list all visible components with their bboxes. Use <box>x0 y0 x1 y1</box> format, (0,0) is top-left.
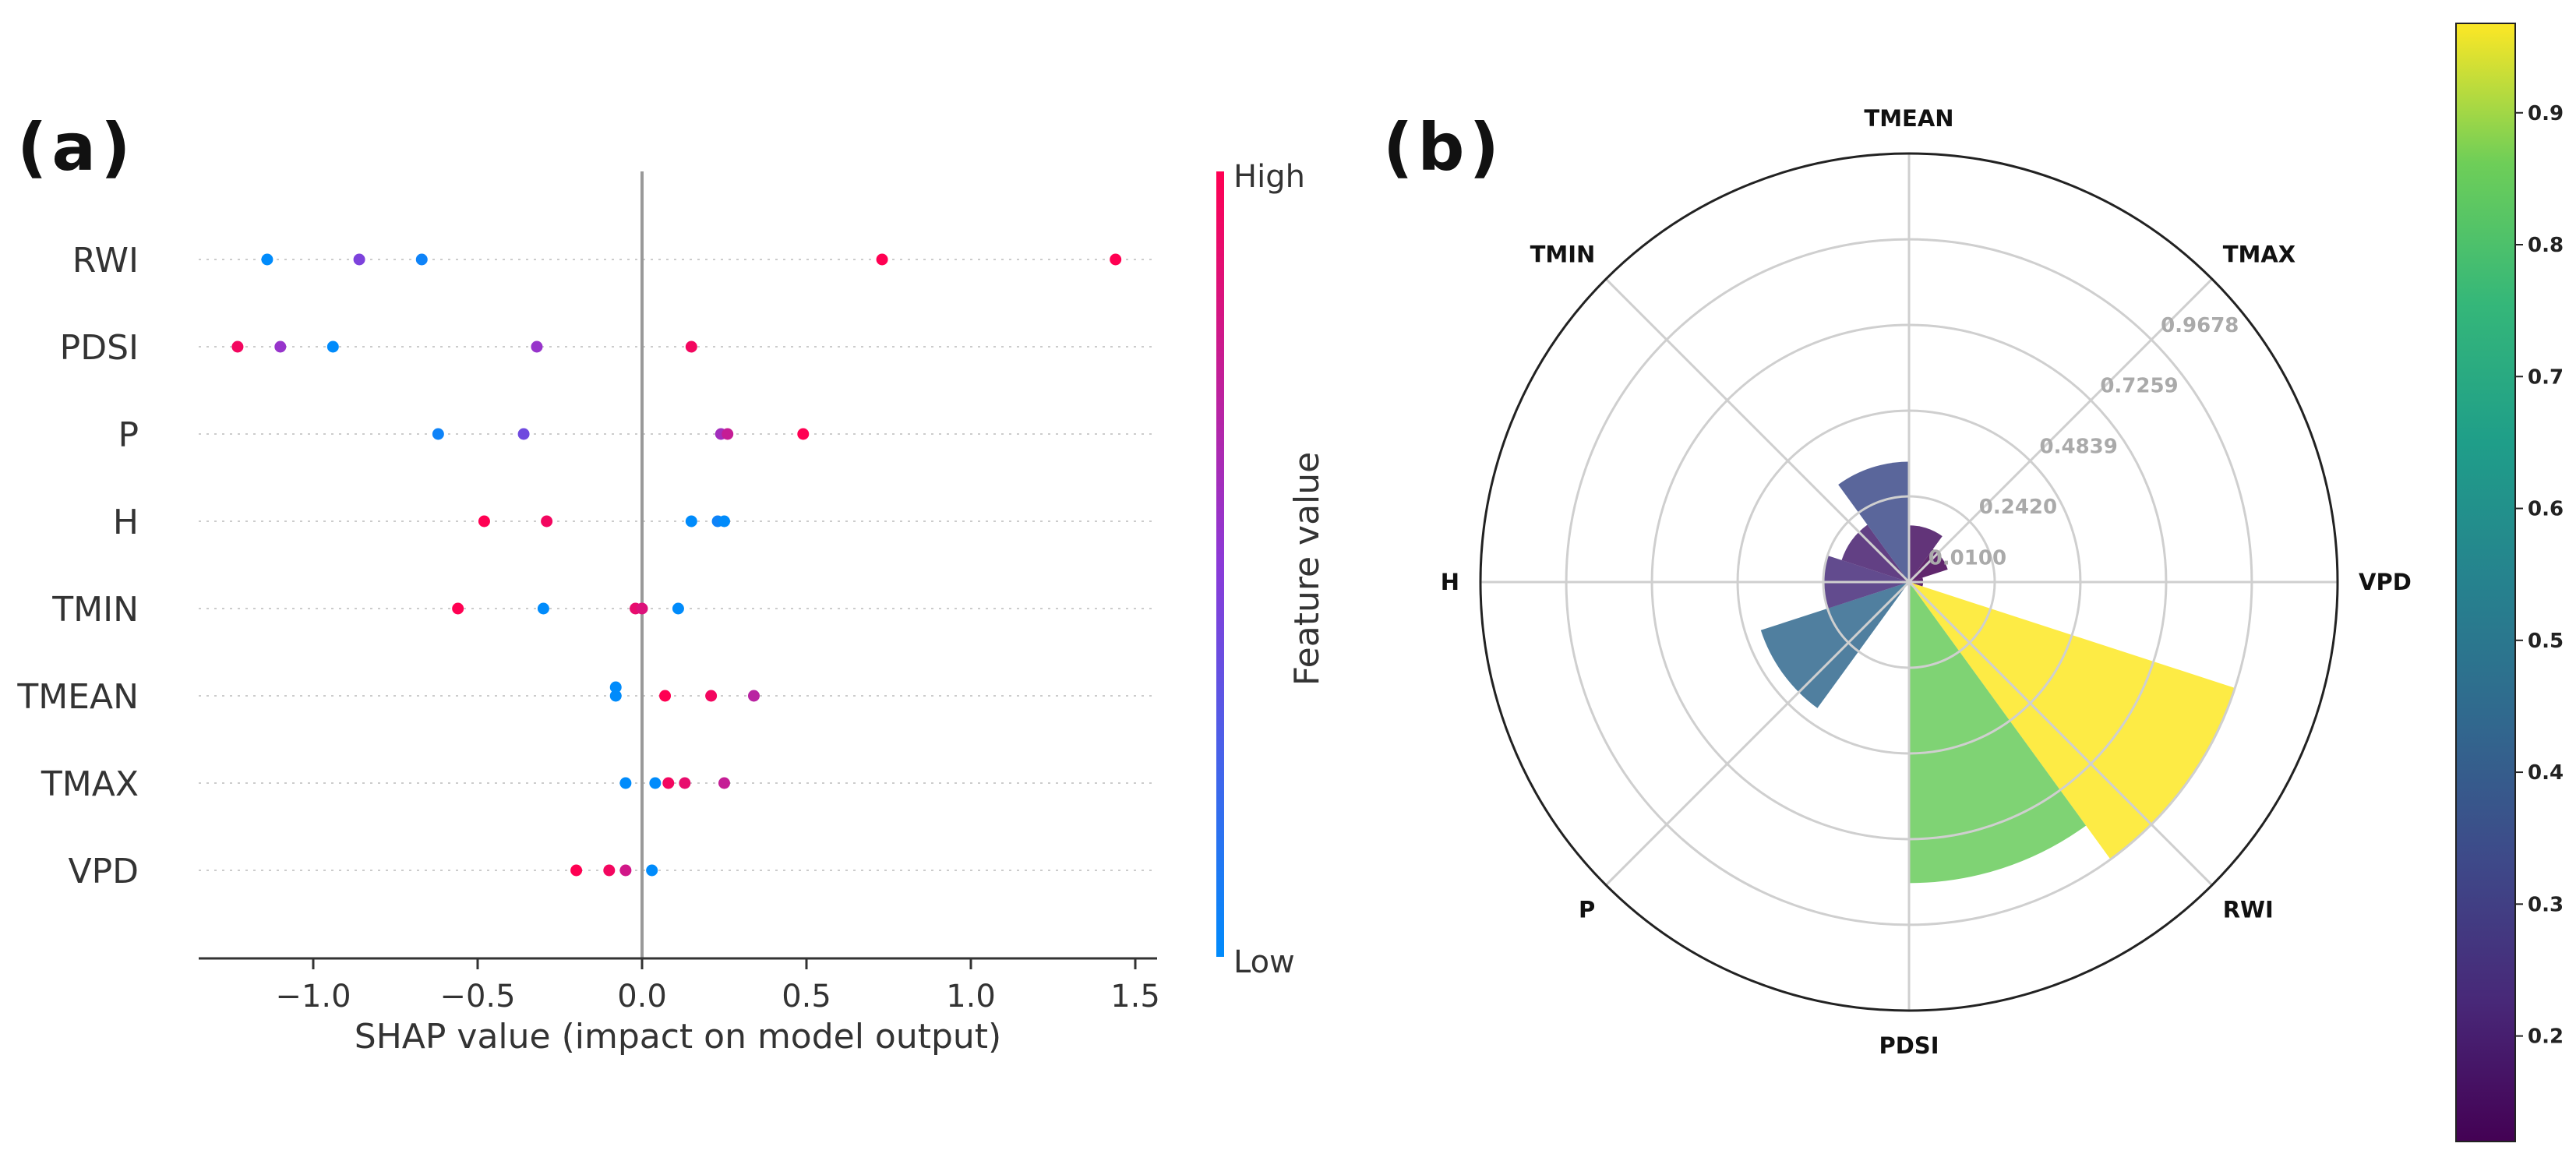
colorbar-tick-label: 0.2 <box>2528 1025 2564 1049</box>
shap-point-tmax <box>649 777 662 789</box>
angle-label-p: P <box>1579 897 1595 923</box>
polar-bar-tmean <box>1909 525 1943 582</box>
colorbar-tick-label: 0.9 <box>2528 102 2564 125</box>
polar-spoke <box>1907 278 2213 584</box>
panel-label-b: (b) <box>1383 109 1504 185</box>
colorbar-title: Feature value <box>1287 452 1327 686</box>
shap-point-tmean <box>705 690 718 702</box>
angle-label-pdsi: PDSI <box>1879 1032 1939 1059</box>
shap-point-vpd <box>619 864 632 877</box>
shap-point-h <box>718 515 730 528</box>
polar-bar-h-tmin <box>1838 461 1909 582</box>
shap-point-tmean <box>609 681 622 693</box>
angle-label-tmean: TMEAN <box>1864 105 1953 132</box>
shap-point-h <box>541 515 553 528</box>
feature-label-p: P <box>118 415 139 455</box>
colorbar-tick-label: 0.3 <box>2528 893 2564 916</box>
shap-point-rwi <box>876 253 888 266</box>
feature-label-rwi: RWI <box>72 241 139 281</box>
x-tick-label: −1.0 <box>275 979 351 1015</box>
radial-tick-label: 0.4839 <box>2040 435 2118 458</box>
shap-point-p <box>432 428 444 440</box>
angle-label-tmax: TMAX <box>2223 241 2295 267</box>
shap-point-tmax <box>679 777 691 789</box>
colorbar-tick-label: 0.8 <box>2528 234 2564 257</box>
colorbar-low-label: Low <box>1233 944 1295 980</box>
angle-label-h: H <box>1441 569 1459 595</box>
polar-spoke <box>1605 580 1911 886</box>
x-tick-label: 1.0 <box>946 979 996 1015</box>
shap-point-tmin <box>636 602 648 615</box>
shap-point-h <box>685 515 697 528</box>
colorbar-tick-label: 0.6 <box>2528 498 2564 521</box>
shap-point-pdsi <box>274 341 287 353</box>
x-tick-label: 0.0 <box>617 979 667 1015</box>
shap-point-tmean <box>659 690 672 702</box>
shap-point-tmin <box>537 602 549 615</box>
shap-point-vpd <box>646 864 658 877</box>
polar-bar-tmin-tmean <box>1841 524 1909 582</box>
colorbar-tick-label: 0.7 <box>2528 365 2564 389</box>
polar-spoke <box>1605 278 1911 584</box>
shap-point-tmax <box>619 777 632 789</box>
shap-point-tmax <box>718 777 730 789</box>
shap-point-vpd <box>570 864 583 877</box>
angle-label-rwi: RWI <box>2223 897 2274 923</box>
shap-point-tmax <box>662 777 675 789</box>
x-tick-label: 1.5 <box>1110 979 1160 1015</box>
shap-point-pdsi <box>326 341 339 353</box>
feature-label-tmin: TMIN <box>51 590 139 630</box>
shap-point-vpd <box>603 864 616 877</box>
colorbar-tick-label: 0.4 <box>2528 761 2564 785</box>
shap-point-rwi <box>1110 253 1122 266</box>
importance-colorbar <box>2455 23 2516 1142</box>
polar-spoke <box>1907 580 2213 886</box>
panel-label-a: (a) <box>17 109 136 185</box>
feature-label-vpd: VPD <box>68 852 139 891</box>
radial-tick-label: 0.0100 <box>1928 546 2006 570</box>
shap-point-pdsi <box>685 341 697 353</box>
feature-value-colorbar <box>1216 171 1224 957</box>
feature-label-h: H <box>113 503 139 542</box>
shap-point-tmin <box>452 602 464 615</box>
x-axis-label: SHAP value (impact on model output) <box>355 1017 1001 1057</box>
radial-tick-label: 0.7259 <box>2100 375 2178 398</box>
colorbar-tick-label: 0.5 <box>2528 630 2564 653</box>
angle-label-vpd: VPD <box>2359 569 2412 595</box>
x-tick-label: −0.5 <box>439 979 515 1015</box>
shap-point-p <box>797 428 810 440</box>
feature-label-pdsi: PDSI <box>60 328 139 368</box>
polar-bar-h <box>1760 582 1909 708</box>
feature-label-tmax: TMAX <box>41 764 139 804</box>
polar-outer-ring <box>1479 152 2339 1012</box>
radial-tick-label: 0.9678 <box>2161 314 2239 337</box>
shap-point-rwi <box>353 253 365 266</box>
shap-point-tmean <box>609 690 622 702</box>
shap-point-p <box>722 428 734 440</box>
radial-tick-label: 0.2420 <box>1979 496 2057 519</box>
shap-point-h <box>478 515 490 528</box>
feature-label-tmean: TMEAN <box>16 677 139 717</box>
x-tick-label: 0.5 <box>782 979 831 1015</box>
shap-point-p <box>517 428 530 440</box>
shap-point-rwi <box>415 253 428 266</box>
shap-point-tmean <box>747 690 760 702</box>
shap-point-pdsi <box>531 341 543 353</box>
shap-point-tmin <box>672 602 684 615</box>
polar-bar-rwi <box>1909 582 2235 859</box>
shap-point-rwi <box>261 253 273 266</box>
shap-point-pdsi <box>231 341 244 353</box>
polar-bar-pdsi <box>1909 582 2087 884</box>
colorbar-high-label: High <box>1233 159 1305 195</box>
angle-label-tmin: TMIN <box>1530 241 1596 267</box>
